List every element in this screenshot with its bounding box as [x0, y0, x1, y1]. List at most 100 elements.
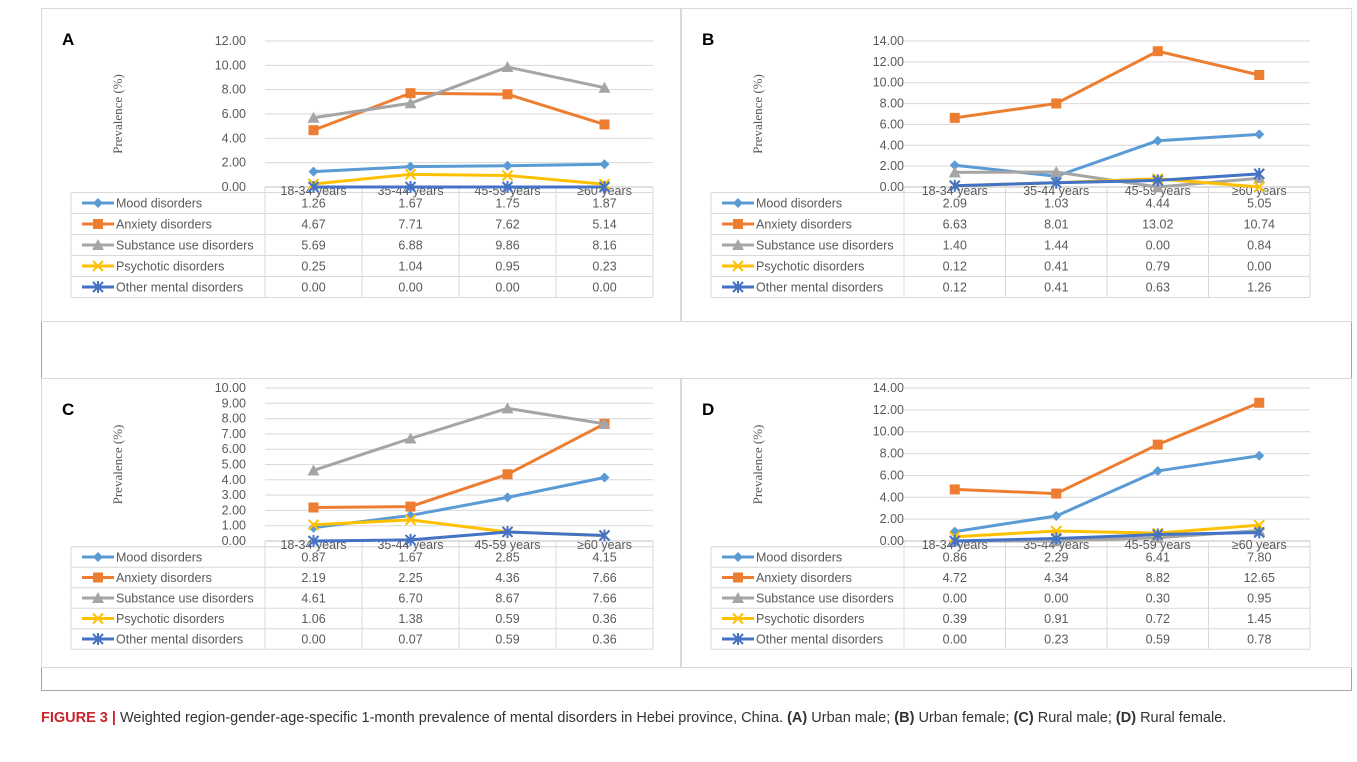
series-anxiety-disorders — [949, 397, 1265, 499]
data-point — [307, 111, 320, 123]
y-axis-label: Prevalence (%) — [110, 74, 125, 154]
legend-label: Psychotic disorders — [756, 612, 864, 626]
series-line — [954, 49, 1260, 120]
table-cell: 0.87 — [301, 551, 325, 565]
data-point — [1050, 165, 1063, 177]
table-cell: 0.12 — [943, 260, 967, 274]
table-cell: 0.63 — [1146, 281, 1170, 295]
data-point — [1253, 526, 1265, 539]
table-cell: 5.69 — [301, 239, 325, 253]
panel-c: C Prevalence (%) 0.00 1.00 2.00 3.00 4.00 5.00 6… — [41, 378, 681, 668]
data-point — [308, 502, 319, 513]
legend-marker — [732, 239, 744, 250]
y-axis-label: Prevalence (%) — [110, 425, 125, 505]
data-point — [949, 535, 961, 547]
table-cell: 9.86 — [495, 239, 519, 253]
data-point — [1253, 181, 1265, 193]
table-cell: 0.00 — [1146, 239, 1170, 253]
data-point — [308, 125, 319, 136]
legend-label: Mood disorders — [116, 197, 202, 211]
table-cell: 0.86 — [943, 551, 967, 565]
data-point — [949, 526, 960, 537]
caption-b-tag: (B) — [894, 710, 915, 726]
series-substance-use-disorders — [307, 61, 611, 123]
table-cell: 0.59 — [495, 633, 519, 647]
table-cell: 8.67 — [495, 592, 519, 606]
legend-label: Other mental disorders — [116, 633, 243, 647]
data-point — [1152, 528, 1164, 541]
legend-label: Psychotic disorders — [116, 612, 224, 626]
caption-a-tag: (A) — [787, 710, 808, 726]
table-cell: 4.67 — [301, 218, 325, 232]
caption-d-tag: (D) — [1115, 710, 1137, 726]
table-cell: 1.04 — [398, 260, 422, 274]
data-point — [405, 501, 416, 512]
data-point — [949, 160, 960, 171]
table-cell: 0.00 — [1044, 592, 1068, 606]
table-cell: 0.12 — [943, 281, 967, 295]
legend-label: Anxiety disorders — [116, 218, 212, 232]
table-cell: 6.88 — [398, 239, 422, 253]
y-tick-label: 4.00 — [222, 131, 246, 145]
legend-marker — [92, 260, 104, 272]
legend-marker — [92, 592, 104, 603]
table-cell: 0.36 — [592, 633, 616, 647]
data-point — [599, 119, 610, 130]
y-tick-label: 2.00 — [880, 159, 904, 173]
legend-marker — [732, 633, 744, 645]
series-line — [954, 132, 1260, 178]
y-tick-label: 0.00 — [880, 534, 904, 548]
table-cell: 0.00 — [943, 592, 967, 606]
data-point — [1254, 69, 1265, 80]
data-point — [1152, 174, 1164, 187]
table-cell: 0.59 — [495, 612, 519, 626]
table-cell: 0.23 — [1044, 633, 1068, 647]
y-tick-label: 2.00 — [222, 156, 246, 170]
data-point — [502, 89, 513, 100]
series-line — [954, 401, 1260, 496]
category-label: ≥60 years — [1232, 538, 1287, 552]
data-point — [404, 168, 417, 181]
table-cell: 0.00 — [1247, 260, 1271, 274]
table-cell: 12.65 — [1244, 571, 1275, 585]
table-cell: 1.67 — [398, 197, 422, 211]
caption-b-text: Urban female; — [914, 710, 1014, 726]
data-point — [1051, 98, 1062, 109]
legend-label: Other mental disorders — [756, 281, 883, 295]
table-cell: 0.78 — [1247, 633, 1271, 647]
legend-marker — [93, 572, 103, 583]
y-tick-label: 12.00 — [215, 34, 246, 48]
table-cell: 1.26 — [1247, 281, 1271, 295]
table-cell: 7.66 — [592, 592, 616, 606]
y-tick-label: 10.00 — [215, 381, 246, 395]
data-point — [404, 533, 417, 546]
data-point — [1051, 510, 1062, 521]
y-tick-label: 1.00 — [222, 519, 246, 533]
legend-label: Other mental disorders — [756, 633, 883, 647]
data-point — [405, 161, 416, 172]
panel-letter: B — [702, 30, 714, 49]
panel-letter: C — [62, 400, 74, 419]
category-label: 35-44 years — [1023, 184, 1089, 198]
table-cell: 1.87 — [592, 197, 616, 211]
table-cell: 0.84 — [1247, 239, 1271, 253]
y-tick-label: 14.00 — [873, 381, 904, 395]
series-line — [313, 406, 605, 472]
y-tick-label: 7.00 — [222, 427, 246, 441]
table-cell: 0.41 — [1044, 260, 1068, 274]
table-cell: 2.85 — [495, 551, 519, 565]
data-point — [1050, 532, 1062, 545]
y-tick-label: 6.00 — [222, 107, 246, 121]
series-anxiety-disorders — [308, 418, 610, 513]
table-cell: 1.75 — [495, 197, 519, 211]
table-cell: 7.71 — [398, 218, 422, 232]
table-cell: 1.67 — [398, 551, 422, 565]
legend-marker — [93, 198, 103, 208]
series-line — [313, 476, 605, 530]
table-cell: 0.00 — [301, 281, 325, 295]
data-point — [598, 529, 611, 542]
legend-marker — [93, 552, 103, 562]
table-cell: 1.40 — [943, 239, 967, 253]
table-cell: 6.70 — [398, 592, 422, 606]
